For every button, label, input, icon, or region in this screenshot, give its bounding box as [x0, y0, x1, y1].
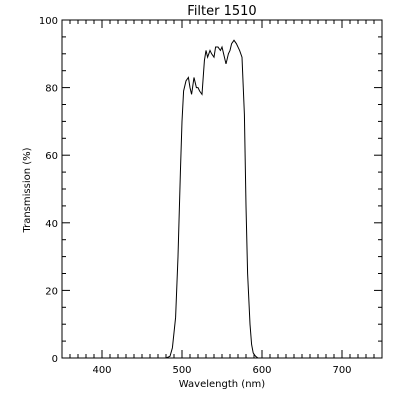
y-tick-label: 60: [45, 151, 58, 162]
y-tick-label: 0: [52, 354, 58, 365]
x-tick-label: 500: [172, 365, 191, 376]
tick-labels: 400 500 600 700 0 20 40 60 80 100: [39, 16, 352, 376]
plot-frame: [61, 19, 383, 359]
y-tick-label: 80: [45, 84, 58, 95]
y-tick-label: 100: [39, 16, 58, 27]
axis-ticks: [61, 19, 383, 359]
x-tick-label: 600: [252, 365, 271, 376]
x-tick-label: 400: [92, 365, 111, 376]
series-line-transmission: [62, 39, 382, 359]
y-tick-label: 20: [45, 286, 58, 297]
plot-area: [61, 19, 383, 359]
chart-title: Filter 1510: [187, 4, 256, 19]
y-tick-label: 40: [45, 219, 58, 230]
y-axis-label: Transmission (%): [22, 147, 33, 233]
x-axis-label: Wavelength (nm): [179, 379, 265, 390]
x-tick-label: 700: [332, 365, 351, 376]
